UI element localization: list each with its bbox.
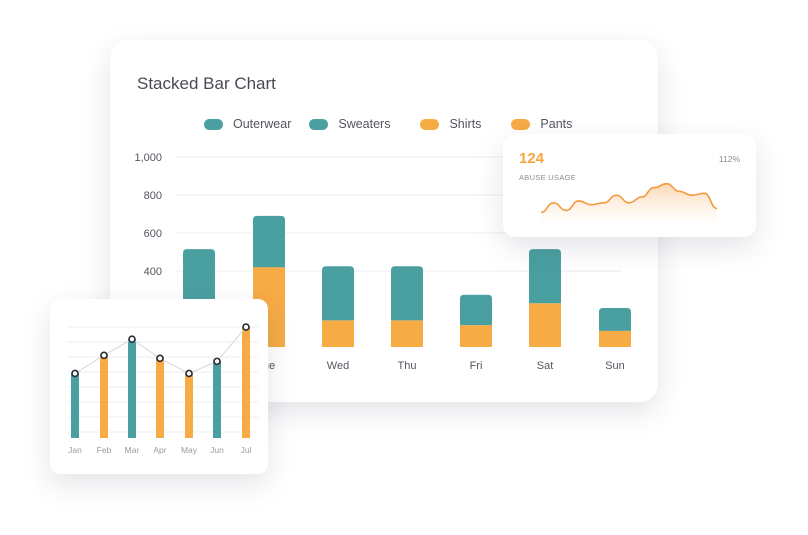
- bar-segment-wed[interactable]: [322, 320, 354, 347]
- x-tick-label: Jun: [210, 445, 224, 455]
- chart-legend: Outerwear Sweaters Shirts Pants: [204, 117, 590, 131]
- bar-segment-fri[interactable]: [460, 325, 492, 347]
- y-tick-label: 400: [144, 266, 162, 278]
- bar-apr[interactable]: [156, 358, 164, 438]
- line-marker-icon[interactable]: [185, 369, 193, 378]
- bar-segment-sat[interactable]: [529, 303, 561, 347]
- bar-segment-sun[interactable]: [599, 330, 631, 347]
- bar-jan[interactable]: [71, 373, 79, 438]
- legend-swatch-shirts: [420, 118, 440, 130]
- legend-item-shirts[interactable]: Shirts: [420, 117, 481, 131]
- sparkline-line: [540, 182, 718, 214]
- line-marker-icon[interactable]: [213, 357, 221, 366]
- bar-segment-tue[interactable]: [253, 215, 285, 268]
- x-tick-label: May: [181, 445, 198, 455]
- y-tick-label: 600: [144, 228, 162, 240]
- x-tick-label: Sun: [605, 360, 625, 372]
- abuse-usage-sparkline: [540, 182, 718, 222]
- bar-segment-thu[interactable]: [391, 320, 423, 347]
- line-marker-icon[interactable]: [71, 369, 79, 378]
- legend-label-pants: Pants: [540, 117, 573, 131]
- bar-segment-fri[interactable]: [460, 294, 492, 326]
- line-marker-icon[interactable]: [128, 335, 136, 343]
- bar-segment-sat[interactable]: [529, 249, 561, 304]
- x-tick-label: Jan: [68, 445, 82, 455]
- bar-jul[interactable]: [242, 327, 250, 438]
- bar-jun[interactable]: [213, 361, 221, 438]
- legend-swatch-sweaters: [309, 118, 329, 130]
- line-marker-icon[interactable]: [100, 351, 108, 360]
- line-marker-icon[interactable]: [242, 323, 250, 331]
- y-tick-label: 1,000: [134, 152, 162, 164]
- y-tick-label: 800: [144, 190, 162, 202]
- x-tick-label: Apr: [153, 445, 166, 455]
- legend-label-shirts: Shirts: [449, 117, 482, 131]
- legend-item-outerwear[interactable]: Outerwear: [204, 117, 291, 131]
- line-marker-icon[interactable]: [156, 354, 164, 363]
- bar-segment-thu[interactable]: [391, 266, 423, 321]
- bar-segment-mon[interactable]: [183, 249, 215, 306]
- abuse-usage-percent: 112%: [718, 154, 740, 164]
- abuse-usage-label: ABUSE USAGE: [519, 173, 577, 182]
- chart-title: Stacked Bar Chart: [137, 74, 276, 93]
- x-tick-label: Feb: [97, 445, 112, 455]
- bar-segment-sun[interactable]: [599, 308, 631, 331]
- x-tick-label: Jul: [241, 445, 252, 455]
- legend-label-outerwear: Outerwear: [233, 117, 292, 131]
- legend-item-pants[interactable]: Pants: [511, 117, 572, 131]
- x-tick-label: Fri: [470, 360, 483, 372]
- legend-item-sweaters[interactable]: Sweaters: [309, 117, 390, 131]
- x-tick-label: Wed: [327, 360, 349, 372]
- bar-segment-wed[interactable]: [322, 266, 354, 321]
- legend-swatch-pants: [511, 118, 531, 130]
- abuse-usage-value: 124: [519, 150, 545, 167]
- bar-mar[interactable]: [128, 339, 136, 438]
- legend-swatch-outerwear: [204, 118, 223, 130]
- legend-label-sweaters: Sweaters: [338, 117, 391, 131]
- bar-feb[interactable]: [100, 355, 108, 438]
- bar-may[interactable]: [185, 373, 193, 438]
- x-tick-label: Mar: [125, 445, 140, 455]
- x-tick-label: Sat: [537, 360, 554, 372]
- x-tick-label: Thu: [398, 360, 417, 372]
- monthly-bar-chart-card: Jan Feb Mar Apr May Jun Jul: [50, 299, 268, 474]
- abuse-usage-card: 124 ABUSE USAGE 112%: [503, 134, 756, 237]
- monthly-bar-plot: Jan Feb Mar Apr May Jun Jul: [68, 323, 258, 455]
